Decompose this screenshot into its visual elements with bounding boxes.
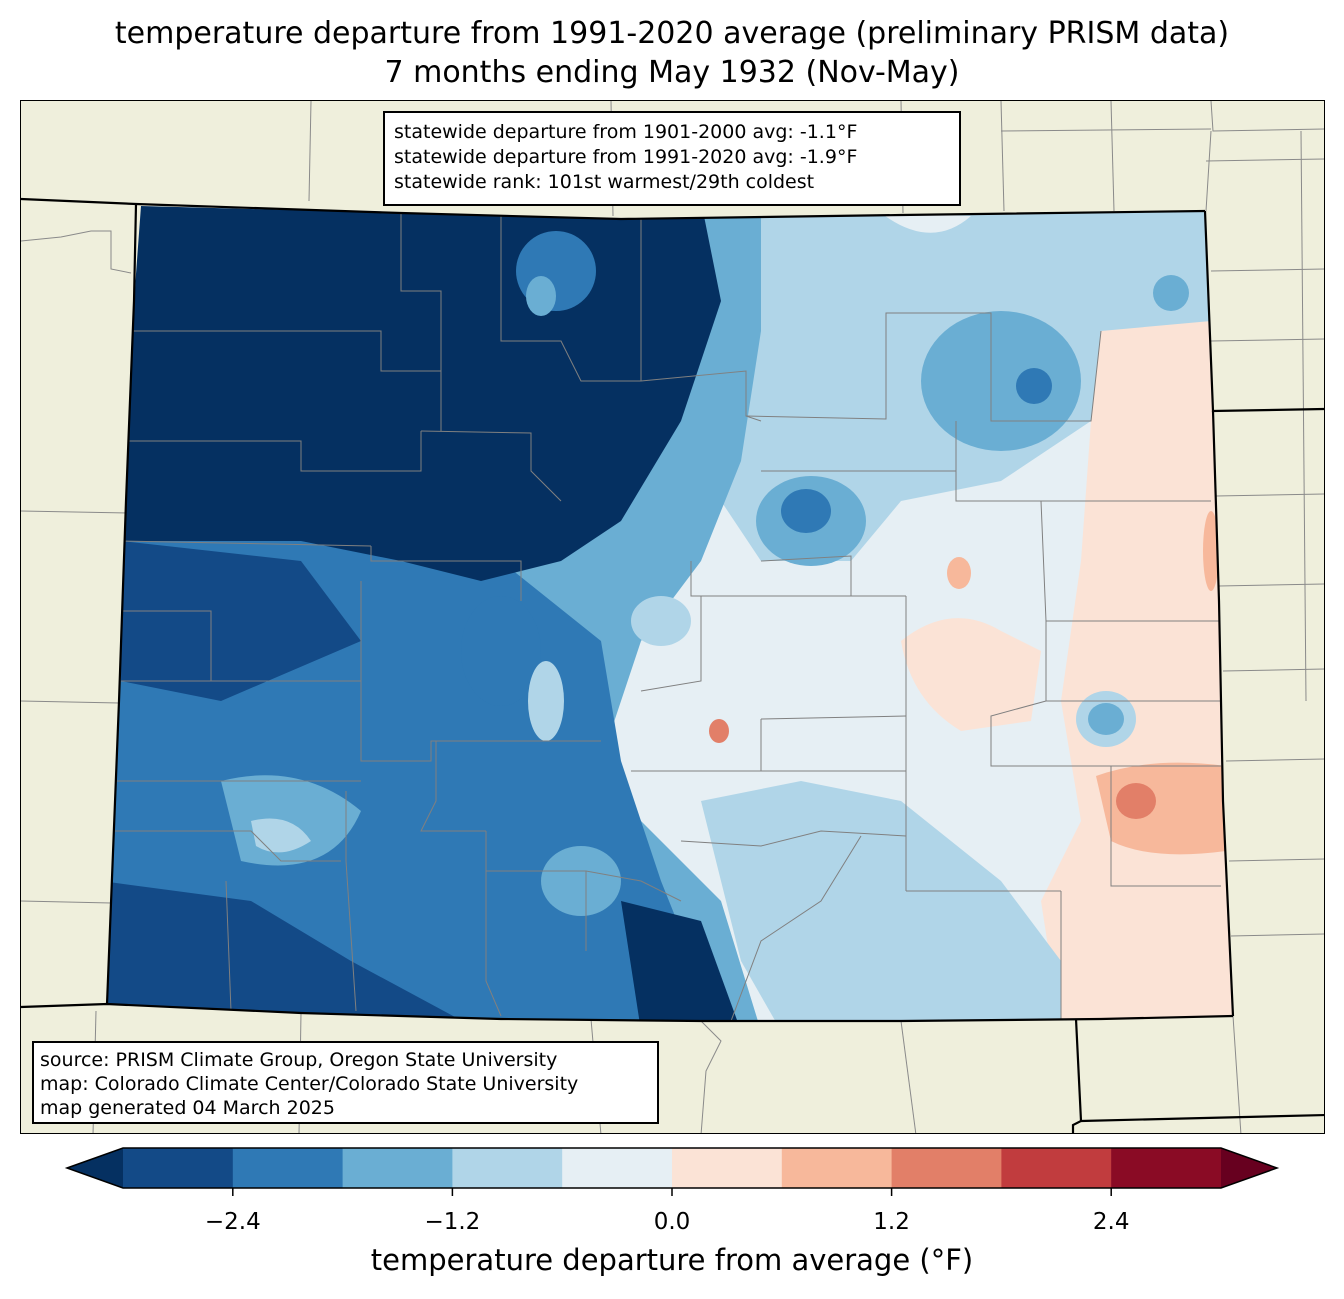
colorbar-segment bbox=[891, 1148, 1002, 1188]
colorbar-segment bbox=[562, 1148, 673, 1188]
source-line-prism: source: PRISM Climate Group, Oregon Stat… bbox=[40, 1049, 558, 1071]
colorbar-label: temperature departure from average (°F) bbox=[370, 1243, 974, 1277]
stats-line-1991-2020: statewide departure from 1991-2020 avg: … bbox=[394, 146, 858, 168]
colorbar-segment bbox=[342, 1148, 453, 1188]
colorbar-segment bbox=[123, 1148, 234, 1188]
colorbar-tick-label: 1.2 bbox=[873, 1209, 910, 1235]
colorbar-tick-label: 0.0 bbox=[653, 1209, 691, 1235]
colorbar-segments bbox=[64, 1147, 1280, 1196]
colorbar bbox=[64, 1147, 1280, 1196]
colorbar-segment bbox=[452, 1148, 563, 1188]
colorbar-tick-label: −1.2 bbox=[424, 1209, 481, 1235]
statewide-stats-box: statewide departure from 1901-2000 avg: … bbox=[383, 111, 961, 206]
stats-line-rank: statewide rank: 101st warmest/29th colde… bbox=[394, 171, 815, 193]
colorbar-segment bbox=[781, 1148, 893, 1188]
colorbar-extend-high bbox=[1221, 1148, 1277, 1188]
colorbar-segment bbox=[232, 1148, 344, 1188]
colorbar-segment bbox=[1111, 1148, 1222, 1188]
source-line-map: map: Colorado Climate Center/Colorado St… bbox=[40, 1073, 579, 1095]
map-panel bbox=[20, 100, 1325, 1134]
map-title-line2: 7 months ending May 1932 (Nov-May) bbox=[384, 55, 960, 90]
source-line-generated: map generated 04 March 2025 bbox=[40, 1097, 335, 1119]
colorbar-segment bbox=[1001, 1148, 1112, 1188]
temperature-map bbox=[21, 101, 1324, 1133]
colorbar-tick-label: −2.4 bbox=[204, 1209, 261, 1235]
map-title-line1: temperature departure from 1991-2020 ave… bbox=[114, 16, 1230, 51]
colorbar-tick-label: 2.4 bbox=[1092, 1209, 1130, 1235]
colorbar-outline bbox=[64, 1147, 1280, 1189]
stats-line-1901-2000: statewide departure from 1901-2000 avg: … bbox=[394, 121, 858, 143]
state-borders bbox=[21, 197, 1324, 1133]
source-box: source: PRISM Climate Group, Oregon Stat… bbox=[32, 1041, 659, 1124]
colorbar-segment bbox=[672, 1148, 783, 1188]
county-lines bbox=[111, 213, 1221, 1021]
colorbar-extend-low bbox=[67, 1148, 123, 1188]
temperature-contours bbox=[107, 206, 1233, 1021]
